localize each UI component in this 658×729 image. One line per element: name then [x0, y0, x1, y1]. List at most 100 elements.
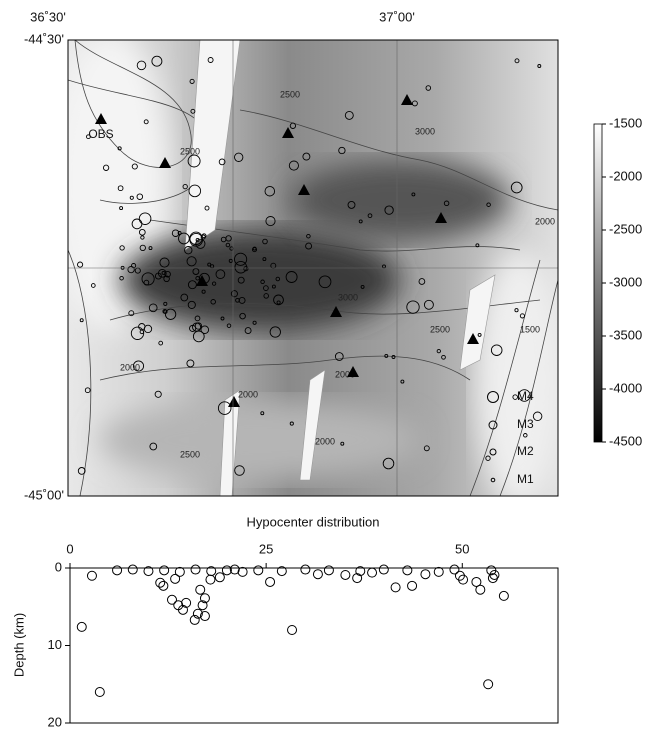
epicenter [518, 389, 531, 402]
epicenter [234, 152, 244, 162]
epicenter [510, 181, 523, 194]
epicenter [406, 300, 420, 314]
epicenter [77, 467, 86, 475]
epicenter [514, 58, 520, 64]
contour [68, 249, 92, 496]
epicenter [187, 154, 201, 168]
epicenter [204, 205, 210, 211]
epicenter [154, 390, 162, 398]
station [228, 396, 240, 407]
hypocenter [199, 611, 210, 622]
epicenter [119, 206, 124, 211]
epicenter [485, 455, 491, 461]
hypocenter [402, 565, 413, 576]
contour [74, 40, 192, 168]
epicenter [187, 300, 196, 309]
colorbar-tick-label: -2500 [609, 221, 642, 236]
hypocenter [276, 566, 287, 577]
hypocenter [471, 576, 482, 587]
hypocenter [76, 621, 87, 632]
hypocenter [237, 566, 248, 577]
epicenter [215, 269, 226, 280]
hypocenter [300, 564, 311, 575]
station [95, 113, 107, 124]
epicenter [262, 238, 268, 245]
epicenters [77, 55, 543, 476]
station [347, 366, 359, 377]
hypocenter [112, 565, 123, 576]
epicenter [139, 244, 146, 252]
epicenter [210, 299, 216, 305]
contour [99, 355, 471, 381]
epicenter [207, 262, 212, 267]
station [401, 94, 413, 105]
epicenter [237, 276, 245, 284]
hypocenter [166, 594, 177, 605]
hypocenter [199, 593, 210, 604]
hypocenter [221, 565, 232, 576]
epicenter [77, 261, 84, 268]
epicenter [190, 108, 196, 114]
hypocenter [312, 569, 323, 580]
contour-label: 2500 [430, 324, 450, 334]
station [196, 275, 208, 286]
epicenter [220, 316, 225, 321]
contour-label: 2500 [180, 146, 200, 156]
epicenter [276, 300, 281, 305]
hypocenter [205, 574, 216, 585]
epicenter [90, 283, 96, 288]
hypocenter [433, 566, 444, 577]
epicenter [514, 308, 519, 313]
hypocenter [195, 584, 206, 595]
epicenter [140, 235, 145, 240]
epicenter [131, 163, 138, 170]
epicenter [418, 278, 426, 285]
epicenter [129, 195, 134, 200]
epicenter [391, 355, 396, 359]
epicenter [195, 276, 200, 281]
epicenter [340, 441, 345, 446]
station [298, 184, 310, 195]
epicenter [285, 271, 298, 283]
contour-label: 3000 [338, 292, 358, 302]
epicenter [143, 279, 150, 286]
hypocenter [170, 573, 181, 584]
hypocenter [407, 580, 418, 591]
epicenter [157, 268, 167, 278]
hypocenter [323, 565, 334, 576]
epicenter [217, 401, 232, 415]
epicenter [358, 219, 363, 224]
epicenter [425, 85, 432, 91]
epicenter [163, 275, 170, 283]
hypocenter [352, 573, 363, 584]
contour-label: 1500 [520, 324, 540, 334]
epicenter [519, 313, 525, 319]
epicenter [158, 340, 164, 346]
colorbar-tick-label: -3000 [609, 274, 642, 289]
epicenter [288, 160, 299, 171]
epicenter [189, 78, 195, 84]
epicenter [159, 257, 170, 268]
escarpments [184, 40, 496, 496]
epicenter [136, 60, 147, 71]
epicenter [119, 245, 125, 251]
epicenter [360, 284, 365, 289]
hypocenter [367, 567, 378, 578]
epicenter [151, 55, 163, 67]
epicenter [265, 216, 276, 227]
epicenter [230, 290, 238, 298]
hypocenter [229, 564, 240, 575]
epicenter [263, 293, 269, 299]
contour-label: 3000 [415, 126, 435, 136]
epicenter [178, 232, 190, 245]
station [435, 212, 447, 223]
station [282, 127, 294, 138]
epicenter [189, 324, 197, 332]
legend-symbol [488, 420, 498, 430]
epicenter [200, 234, 206, 240]
epicenter [136, 193, 144, 200]
deep-area [290, 160, 510, 240]
hypocenter [206, 566, 217, 577]
hypocenter [483, 679, 494, 690]
epicenter [384, 353, 389, 358]
